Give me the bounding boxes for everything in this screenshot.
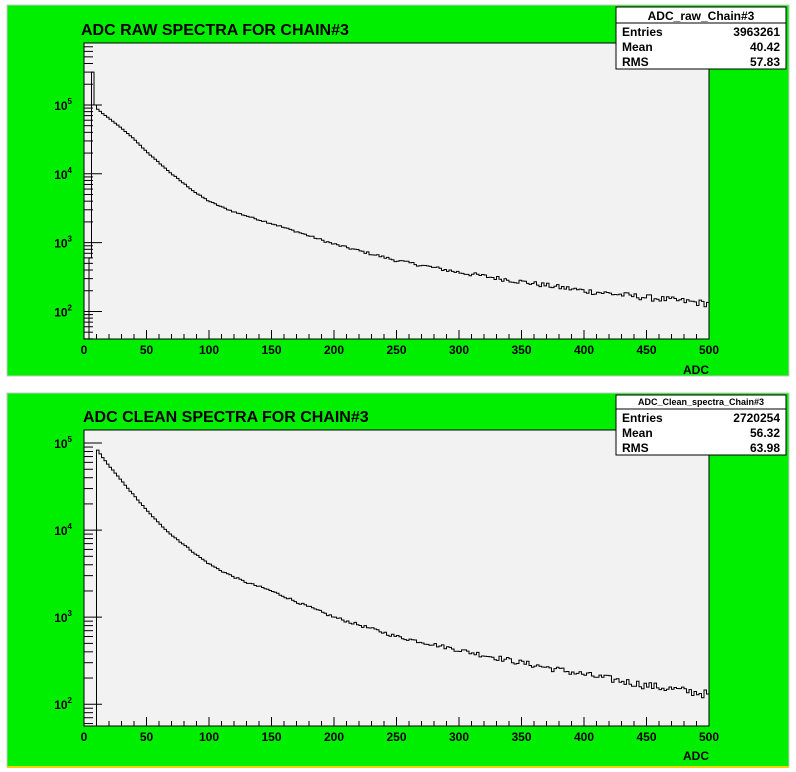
x-tick-label: 350 xyxy=(511,343,531,357)
x-tick-label: 100 xyxy=(199,730,219,744)
y-tick-label: 102 xyxy=(54,696,72,712)
upper-chart-title: ADC RAW SPECTRA FOR CHAIN#3 xyxy=(81,22,349,39)
x-tick-label: 300 xyxy=(449,730,469,744)
y-tick-label: 103 xyxy=(54,235,72,251)
upper-stats-box: ADC_raw_Chain#3 Entries 3963261 Mean 40.… xyxy=(615,6,787,70)
x-tick-label: 150 xyxy=(261,343,281,357)
lower-histogram-line xyxy=(84,449,709,727)
y-tick-label: 105 xyxy=(54,435,72,451)
lower-stats-box: ADC_Clean_spectra_Chain#3 Entries 272025… xyxy=(615,394,787,456)
upper-histogram-line xyxy=(84,71,709,340)
x-tick-label: 400 xyxy=(574,730,594,744)
y-tick-label: 102 xyxy=(54,303,72,319)
lower-chart-title: ADC CLEAN SPECTRA FOR CHAIN#3 xyxy=(83,409,369,426)
lower-pad: ADC CLEAN SPECTRA FOR CHAIN#3 0 50 100 150 2… xyxy=(6,392,790,768)
x-tick-label: 250 xyxy=(386,343,406,357)
x-tick-label: 100 xyxy=(199,343,219,357)
upper-stats-entries-value: 3963261 xyxy=(733,25,780,39)
upper-stats-rms-label: RMS xyxy=(622,55,649,69)
x-tick-label: 200 xyxy=(324,730,344,744)
lower-plot-frame xyxy=(83,429,710,727)
x-tick-label: 500 xyxy=(699,343,719,357)
y-tick-label: 103 xyxy=(54,609,72,625)
x-tick-label: 300 xyxy=(449,343,469,357)
lower-y-axis: 102 103 104 105 xyxy=(54,435,102,725)
lower-stats-mean-value: 56.32 xyxy=(750,426,780,440)
upper-pad: ADC RAW SPECTRA FOR CHAIN#3 0 50 100 150 200… xyxy=(6,4,790,377)
lower-stats-rms-value: 63.98 xyxy=(750,441,780,455)
y-tick-label: 104 xyxy=(54,166,72,182)
lower-stats-entries-label: Entries xyxy=(622,411,663,425)
x-tick-label: 50 xyxy=(140,730,154,744)
lower-stats-entries-value: 2720254 xyxy=(733,411,780,425)
upper-stats-name: ADC_raw_Chain#3 xyxy=(648,9,755,23)
upper-plot-frame xyxy=(83,42,710,340)
upper-stats-rms-value: 57.83 xyxy=(750,55,780,69)
x-tick-label: 150 xyxy=(261,730,281,744)
x-tick-label: 400 xyxy=(574,343,594,357)
x-tick-label: 450 xyxy=(636,343,656,357)
lower-stats-mean-label: Mean xyxy=(622,426,653,440)
lower-stats-rms-label: RMS xyxy=(622,441,649,455)
lower-x-axis: 0 50 100 150 200 250 300 350 400 450 500 xyxy=(81,717,719,744)
x-tick-label: 50 xyxy=(140,343,154,357)
upper-stats-entries-label: Entries xyxy=(622,25,663,39)
lower-stats-name: ADC_Clean_spectra_Chain#3 xyxy=(638,397,764,407)
x-tick-label: 250 xyxy=(386,730,406,744)
x-tick-label: 0 xyxy=(81,730,88,744)
upper-y-axis: 102 103 104 105 xyxy=(54,46,102,340)
upper-x-axis: 0 50 100 150 200 250 300 350 400 450 500 xyxy=(81,330,719,357)
upper-stats-mean-value: 40.42 xyxy=(750,40,780,54)
y-tick-label: 105 xyxy=(54,97,72,113)
x-tick-label: 0 xyxy=(81,343,88,357)
upper-x-axis-label: ADC xyxy=(683,363,709,377)
x-tick-label: 450 xyxy=(636,730,656,744)
upper-stats-mean-label: Mean xyxy=(622,40,653,54)
x-tick-label: 200 xyxy=(324,343,344,357)
lower-x-axis-label: ADC xyxy=(683,749,709,763)
y-tick-label: 104 xyxy=(54,522,72,538)
x-tick-label: 500 xyxy=(699,730,719,744)
x-tick-label: 350 xyxy=(511,730,531,744)
